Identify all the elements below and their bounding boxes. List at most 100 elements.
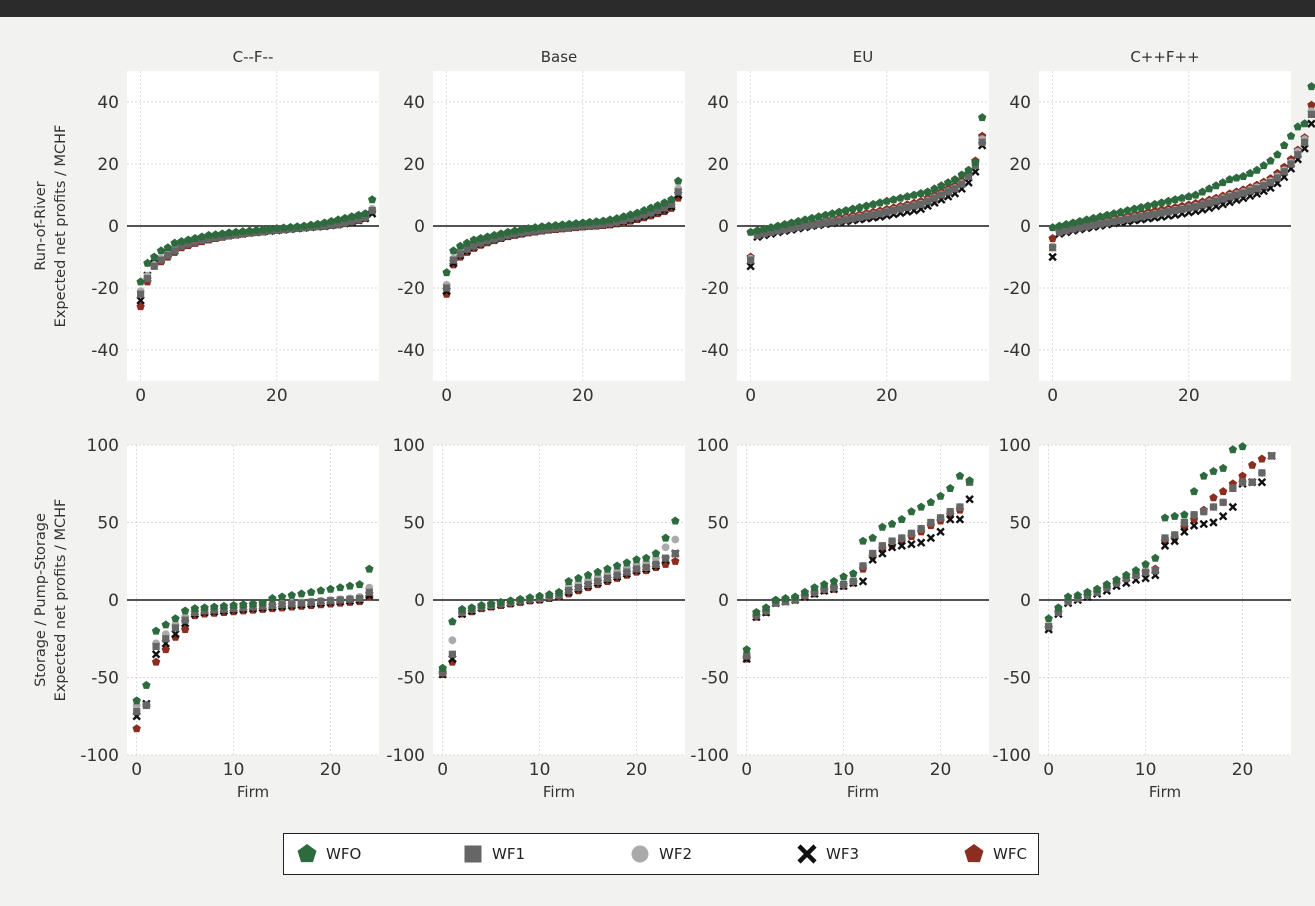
point-wf3-16	[897, 541, 907, 550]
point-wfo-21	[585, 217, 594, 226]
point-wf1-5	[181, 616, 189, 624]
panel-0-c-f: -40 -20 0 20 40 0 20	[91, 71, 379, 406]
point-wfo-19	[1177, 193, 1187, 202]
point-wfo-1	[752, 607, 761, 616]
point-wf1-5	[477, 239, 485, 247]
point-wf1-15	[849, 214, 857, 223]
point-wf3-0	[746, 262, 755, 271]
point-wfo-26	[313, 219, 322, 228]
point-wf1-35	[1287, 160, 1295, 168]
point-wf1-24	[606, 219, 614, 228]
point-wfo-7	[506, 596, 515, 605]
point-wfo-30	[646, 203, 656, 212]
point-wf1-2	[1062, 227, 1070, 235]
point-wfo-14	[268, 594, 277, 603]
point-wfo-14	[878, 522, 887, 531]
point-wf1-8	[191, 238, 199, 246]
point-wfo-14	[574, 573, 583, 582]
point-wf1-22	[956, 503, 964, 511]
y-tick-label: 40	[403, 93, 425, 113]
point-wfo-34	[368, 195, 377, 204]
point-wf3-22	[955, 515, 965, 524]
point-wf1-2	[1064, 597, 1072, 606]
top-header-bar	[0, 0, 1315, 17]
point-wf1-37	[1301, 138, 1309, 146]
point-wf1-17	[1164, 208, 1173, 216]
point-wf1-5	[1083, 223, 1091, 231]
point-wf1-27	[626, 214, 635, 223]
panel-1-c-f: -100 -50 0 50 100 0 10 20 Firm	[992, 436, 1291, 801]
point-wf1-23	[356, 594, 364, 603]
point-wfc-20	[1238, 471, 1247, 480]
point-wf1-15	[278, 601, 286, 609]
point-wfo-23	[1205, 184, 1214, 193]
legend-label-wf3: WF3	[826, 845, 860, 863]
point-wfo-20	[578, 218, 588, 227]
y-tick-label: 0	[108, 591, 119, 611]
point-wf1-14	[268, 601, 276, 610]
point-wf3-32	[964, 178, 973, 187]
point-wfo-21	[642, 553, 651, 562]
point-wfo-19	[265, 224, 275, 233]
point-wf1-8	[820, 585, 828, 593]
x-tick-label: 0	[135, 386, 146, 406]
point-wfo-10	[1116, 207, 1125, 216]
x-tick-label: 20	[1232, 760, 1254, 780]
point-wfc-0	[1048, 233, 1057, 242]
point-wfc-38	[1307, 100, 1315, 109]
point-wf1-18	[307, 598, 315, 606]
point-wfo-22	[1198, 187, 1207, 196]
point-wf1-20	[883, 208, 891, 216]
point-wf1-31	[348, 217, 356, 225]
point-wf1-7	[1096, 220, 1104, 228]
point-wf1-9	[1110, 218, 1118, 226]
point-wf1-14	[574, 584, 582, 592]
legend-item-wf3: WF3	[796, 834, 859, 874]
point-wfo-16	[245, 226, 254, 235]
point-wfo-16	[593, 567, 602, 576]
point-wfo-5	[476, 233, 485, 242]
y-tick-label: 40	[1009, 93, 1031, 113]
point-wfo-3	[467, 603, 476, 612]
legend-label-wfo: WFO	[326, 845, 362, 863]
point-wf1-12	[1130, 214, 1138, 222]
point-wfo-24	[909, 190, 919, 199]
y-tick-label: 0	[108, 217, 119, 237]
point-wf1-11	[821, 219, 830, 227]
point-wf1-0	[1045, 622, 1053, 630]
point-wf1-22	[346, 595, 354, 603]
y-tick-label: 50	[97, 514, 119, 534]
point-wfo-21	[1191, 190, 1200, 199]
x-tick-label: 10	[1135, 760, 1157, 780]
point-wfo-9	[219, 601, 229, 610]
point-wfo-6	[1102, 580, 1112, 589]
point-wfo-0	[746, 227, 755, 236]
point-wfo-2	[760, 224, 769, 233]
point-wf1-29	[1246, 187, 1254, 195]
point-wf1-16	[1157, 209, 1166, 217]
point-wf1-0	[747, 256, 755, 264]
point-wfo-19	[1228, 445, 1238, 454]
point-wfo-4	[781, 594, 790, 603]
point-wf1-23	[903, 203, 911, 211]
point-wfo-13	[258, 598, 267, 607]
point-wfo-3	[766, 223, 776, 232]
y-tick-label: -100	[80, 746, 119, 766]
point-wfo-21	[279, 223, 288, 232]
point-wfo-7	[184, 235, 193, 244]
point-wf1-24	[365, 588, 373, 596]
x-axis-title: Firm	[237, 783, 269, 801]
point-wfo-26	[619, 212, 628, 221]
point-wfo-18	[565, 219, 574, 228]
point-wf3-14	[878, 549, 887, 558]
point-wf3-38	[1307, 119, 1315, 128]
point-wf3-19	[1228, 502, 1238, 512]
point-wf1-24	[671, 549, 679, 558]
point-wf1-18	[613, 571, 621, 579]
point-wfo-12	[828, 209, 837, 218]
point-wfo-0	[136, 277, 145, 286]
point-wfo-15	[1189, 487, 1199, 496]
y-tick-label: 100	[697, 436, 729, 456]
point-wfo-24	[671, 516, 680, 525]
series-wf1	[747, 138, 986, 264]
